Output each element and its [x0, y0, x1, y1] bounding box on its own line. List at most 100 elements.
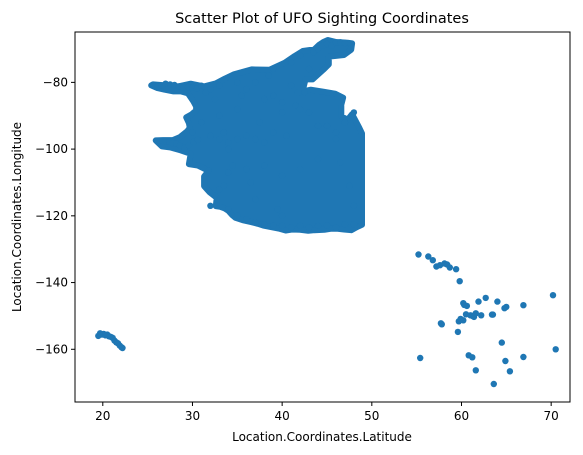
- scatter-point: [520, 354, 526, 360]
- scatter-point: [297, 223, 303, 229]
- scatter-point: [306, 66, 312, 72]
- scatter-point: [243, 133, 249, 139]
- scatter-point: [342, 40, 348, 46]
- y-tick-label: −140: [35, 276, 68, 290]
- x-tick-label: 60: [454, 409, 469, 423]
- y-axis-label: Location.Coordinates.Longitude: [10, 122, 24, 312]
- scatter-point: [447, 264, 453, 270]
- y-tick-label: −100: [35, 142, 68, 156]
- scatter-point: [221, 129, 227, 135]
- x-tick-label: 50: [364, 409, 379, 423]
- scatter-point: [270, 129, 276, 135]
- y-tick-label: −160: [35, 342, 68, 356]
- scatter-point: [270, 93, 276, 99]
- scatter-point: [212, 193, 218, 199]
- scatter-point: [225, 169, 231, 175]
- scatter-point: [417, 355, 423, 361]
- scatter-point: [489, 311, 495, 317]
- scatter-point: [430, 257, 436, 263]
- scatter-point: [457, 278, 463, 284]
- scatter-point: [473, 367, 479, 373]
- scatter-point: [463, 311, 469, 317]
- scatter-point: [315, 123, 321, 129]
- scatter-point: [275, 206, 281, 212]
- scatter-point: [288, 224, 294, 230]
- scatter-point: [119, 345, 125, 351]
- scatter-point: [297, 53, 303, 59]
- scatter-point: [252, 219, 258, 225]
- scatter-point: [234, 106, 240, 112]
- scatter-point: [333, 129, 339, 135]
- scatter-point: [333, 224, 339, 230]
- scatter-point: [415, 251, 421, 257]
- y-tick-label: −80: [43, 75, 68, 89]
- scatter-point: [306, 224, 312, 230]
- scatter-point: [279, 223, 285, 229]
- scatter-point: [216, 136, 222, 142]
- scatter-point: [252, 79, 258, 85]
- scatter-point: [207, 133, 213, 139]
- scatter-point: [207, 86, 213, 92]
- scatter-point: [306, 109, 312, 115]
- y-tick-label: −120: [35, 209, 68, 223]
- scatter-point: [461, 302, 467, 308]
- scatter-point: [252, 196, 258, 202]
- x-tick-label: 40: [275, 409, 290, 423]
- scatter-point: [342, 119, 348, 125]
- scatter-point: [301, 89, 307, 95]
- scatter-point: [198, 83, 204, 89]
- scatter-point: [195, 137, 201, 143]
- scatter-point: [337, 159, 343, 165]
- scatter-point: [230, 163, 236, 169]
- scatter-point: [248, 179, 254, 185]
- scatter-point: [483, 295, 489, 301]
- scatter-point: [455, 329, 461, 335]
- scatter-point: [288, 83, 294, 89]
- scatter-point: [438, 320, 444, 326]
- scatter-point: [243, 86, 249, 92]
- scatter-point: [333, 136, 339, 142]
- scatter-point: [503, 304, 509, 310]
- scatter-point: [469, 354, 475, 360]
- x-tick-label: 20: [95, 409, 110, 423]
- scatter-point: [279, 213, 285, 219]
- scatter-point: [216, 83, 222, 89]
- scatter-point: [266, 73, 272, 79]
- scatter-point: [205, 167, 211, 173]
- scatter-point: [216, 113, 222, 119]
- scatter-point: [342, 221, 348, 227]
- scatter-point: [297, 166, 303, 172]
- scatter-point: [270, 66, 276, 72]
- scatter-point: [279, 99, 285, 105]
- scatter-point: [351, 109, 357, 115]
- scatter-point: [460, 317, 466, 323]
- scatter-point: [257, 119, 263, 125]
- scatter-point: [225, 146, 231, 152]
- scatter-point: [324, 123, 330, 129]
- scatter-point: [261, 163, 267, 169]
- scatter-point: [234, 213, 240, 219]
- scatter-point: [351, 221, 357, 227]
- scatter-point: [189, 129, 195, 135]
- scatter-point: [234, 79, 240, 85]
- x-axis-label: Location.Coordinates.Latitude: [232, 430, 412, 444]
- scatter-point: [507, 368, 513, 374]
- scatter-point: [499, 339, 505, 345]
- scatter-point: [475, 298, 481, 304]
- scatter-point: [225, 206, 231, 212]
- scatter-point: [252, 136, 258, 142]
- scatter-point: [478, 312, 484, 318]
- scatter-point: [315, 156, 321, 162]
- scatter-point: [261, 96, 267, 102]
- scatter-point: [279, 173, 285, 179]
- scatter-point: [283, 133, 289, 139]
- scatter-point: [225, 139, 231, 145]
- scatter-point: [553, 346, 559, 352]
- scatter-point: [261, 139, 267, 145]
- scatter-point: [351, 203, 357, 209]
- scatter-point: [550, 292, 556, 298]
- scatter-point: [221, 183, 227, 189]
- scatter-point: [207, 203, 213, 209]
- scatter-point: [324, 222, 330, 228]
- scatter-point: [239, 93, 245, 99]
